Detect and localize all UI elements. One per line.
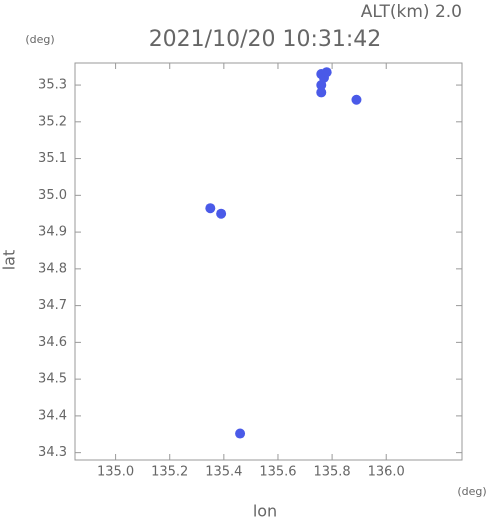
x-tick-label: 135.0 [97, 465, 134, 480]
echo-point [205, 203, 216, 214]
y-tick-label: 34.6 [38, 335, 67, 350]
echo-point [321, 67, 332, 78]
y-tick-label: 35.0 [38, 188, 67, 203]
y-tick-label: 34.8 [38, 261, 67, 276]
x-tick-label: 135.2 [151, 465, 188, 480]
y-tick-label: 35.3 [38, 78, 67, 93]
x-tick-label: 135.8 [313, 465, 350, 480]
echo-point [235, 428, 246, 439]
y-tick-label: 34.4 [38, 408, 67, 423]
chart-title: 2021/10/20 10:31:42 [149, 27, 382, 52]
x-tick-label: 135.4 [205, 465, 242, 480]
x-unit: (deg) [457, 485, 486, 498]
plot-frame [74, 62, 463, 461]
x-tick-label: 136.0 [368, 465, 405, 480]
y-tick-label: 34.3 [38, 445, 67, 460]
echo-point [216, 208, 227, 219]
y-tick-label: 35.1 [38, 151, 67, 166]
x-tick-label: 135.6 [259, 465, 296, 480]
y-tick-label: 35.2 [38, 114, 67, 129]
y-tick-label: 34.5 [38, 372, 67, 387]
echo-point [351, 94, 362, 105]
y-tick-label: 34.7 [38, 298, 67, 313]
y-tick-label: 34.9 [38, 225, 67, 240]
echo-point [316, 87, 327, 98]
y-axis-label: lat [0, 250, 19, 271]
x-axis-label: lon [253, 502, 277, 521]
altitude-label: ALT(km) 2.0 [361, 2, 462, 22]
y-unit: (deg) [25, 33, 54, 46]
echo-point [316, 80, 327, 91]
